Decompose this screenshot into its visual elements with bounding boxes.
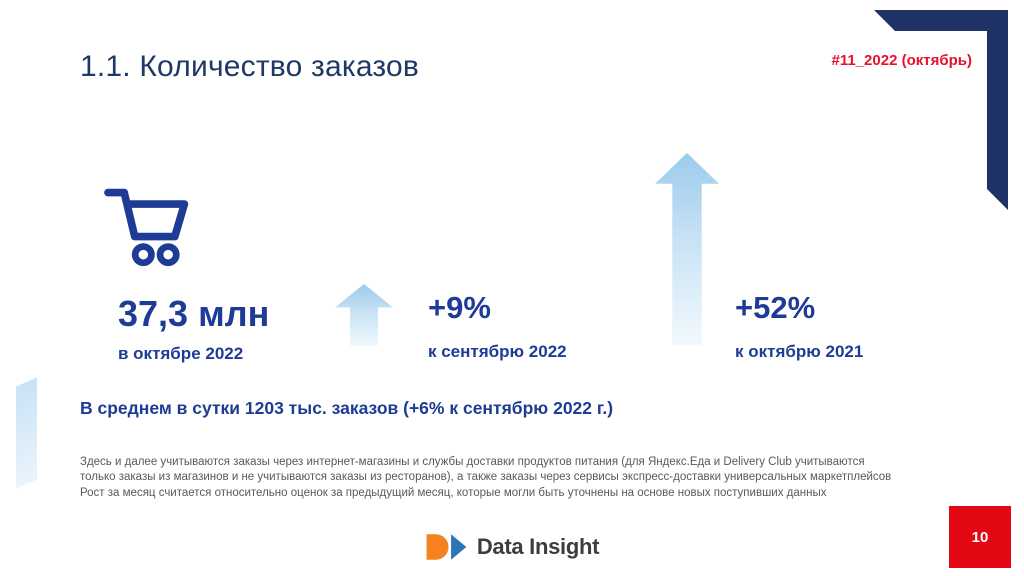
up-arrow-icon-large: [655, 153, 719, 345]
shopping-cart-icon: [104, 188, 189, 267]
corner-decoration: [858, 10, 1008, 210]
data-insight-logo: Data Insight: [425, 533, 599, 561]
summary-statement: В среднем в сутки 1203 тыс. заказов (+6%…: [80, 398, 614, 418]
page-number-badge: 10: [949, 506, 1011, 568]
left-edge-decoration: [16, 377, 37, 489]
metric-value: 37,3 млн: [118, 293, 270, 334]
metric-growth-yoy: +52% к октябрю 2021: [735, 292, 863, 362]
page-number: 10: [971, 528, 989, 546]
logo-text: Data Insight: [476, 534, 600, 559]
data-insight-logo-icon: [426, 534, 467, 560]
issue-tag: #11_2022 (октябрь): [831, 52, 973, 69]
metric-caption: в октябре 2022: [118, 344, 244, 363]
metric-orders-total: 37,3 млн в октябре 2022: [118, 296, 269, 364]
metric-caption: к октябрю 2021: [735, 342, 864, 361]
metric-growth-mom: +9% к сентябрю 2022: [428, 292, 567, 362]
metric-value: +9%: [428, 290, 491, 325]
metric-value: +52%: [735, 290, 816, 325]
footnote-1: Здесь и далее учитываются заказы через и…: [80, 456, 892, 484]
page-title: 1.1. Количество заказов: [80, 50, 420, 83]
footnote-2: Рост за месяц считается относительно оце…: [80, 486, 827, 499]
metric-caption: к сентябрю 2022: [428, 342, 567, 361]
up-arrow-icon-small: [335, 284, 393, 346]
footnotes: Здесь и далее учитываются заказы через и…: [80, 455, 892, 501]
